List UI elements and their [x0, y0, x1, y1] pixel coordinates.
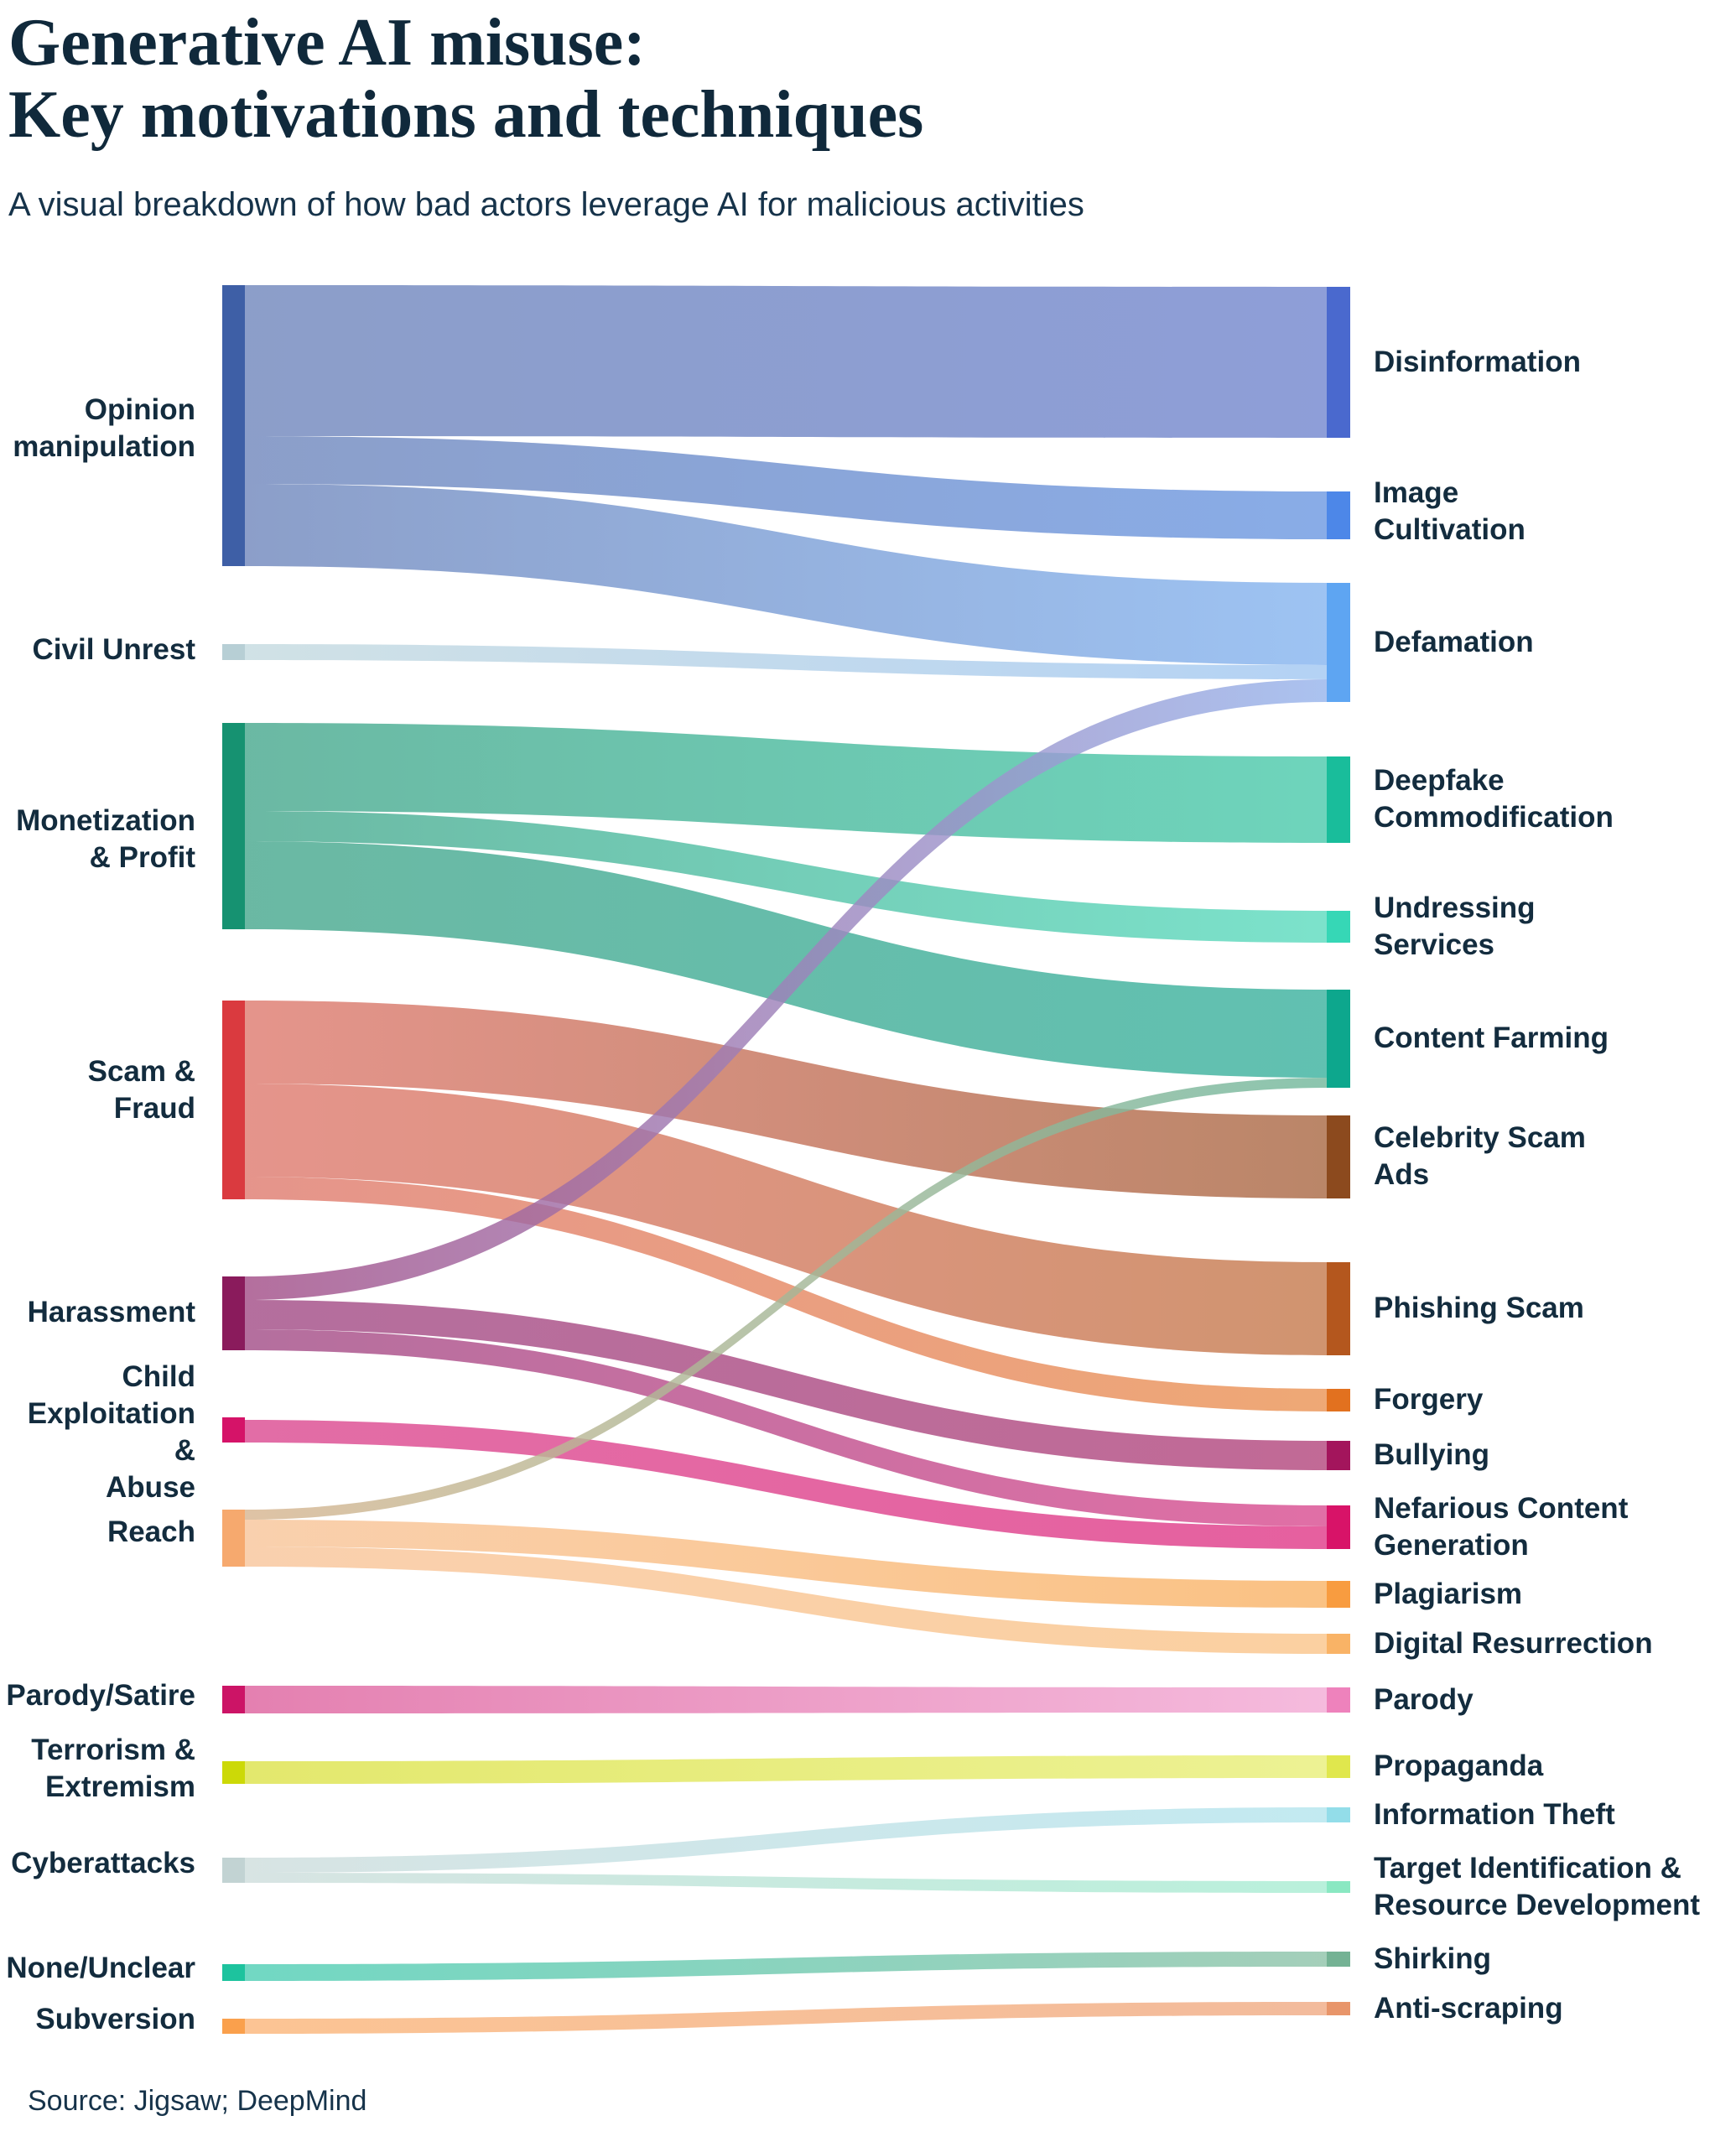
- sankey-node-shirking: [1327, 1952, 1350, 1967]
- sankey-link-scam-fraud-to-celebrity-scam-ads: [245, 1001, 1327, 1198]
- page-subtitle: A visual breakdown of how bad actors lev…: [8, 186, 1084, 223]
- right-node-label-parody: Parody: [1374, 1683, 1474, 1716]
- right-node-label-disinformation: Disinformation: [1374, 346, 1581, 378]
- page-title-line1: Generative AI misuse:: [8, 6, 646, 80]
- right-node-label-propaganda: Propaganda: [1374, 1749, 1544, 1782]
- sankey-link-harassment-to-defamation: [245, 679, 1327, 1300]
- left-node-label-cyberattacks: Cyberattacks: [11, 1847, 195, 1879]
- sankey-node-monetization-profit: [222, 723, 245, 929]
- sankey-node-nefarious-content-generation: [1327, 1505, 1350, 1549]
- sankey-node-deepfake-commodification: [1327, 756, 1350, 843]
- right-node-label-digital-resurrection: Digital Resurrection: [1374, 1627, 1653, 1660]
- left-node-label-parody-satire: Parody/Satire: [6, 1679, 195, 1712]
- sankey-node-civil-unrest: [222, 644, 245, 660]
- sankey-node-terrorism-extremism: [222, 1761, 245, 1784]
- sankey-node-scam-fraud: [222, 1001, 245, 1199]
- right-node-label-phishing-scam: Phishing Scam: [1374, 1292, 1584, 1324]
- right-node-label-defamation: Defamation: [1374, 626, 1534, 658]
- sankey-link-parody-satire-to-parody: [245, 1686, 1327, 1713]
- sankey-node-anti-scraping: [1327, 2002, 1350, 2015]
- left-node-label-opinion-manipulation: Opinion manipulation: [13, 393, 195, 463]
- left-node-label-civil-unrest: Civil Unrest: [32, 633, 196, 666]
- sankey-node-cyberattacks: [222, 1858, 245, 1883]
- sankey-node-harassment: [222, 1276, 245, 1350]
- sankey-node-child-exploitation-abuse: [222, 1417, 245, 1443]
- sankey-link-reach-to-digital-resurrection: [245, 1547, 1327, 1654]
- right-node-label-forgery: Forgery: [1374, 1383, 1484, 1416]
- sankey-link-monetization-profit-to-deepfake-commodification: [245, 723, 1327, 843]
- sankey-node-image-cultivation: [1327, 491, 1350, 539]
- sankey-link-reach-to-plagiarism: [245, 1520, 1327, 1608]
- sankey-node-propaganda: [1327, 1755, 1350, 1778]
- right-node-label-target-identification: Target Identification & Resource Develop…: [1374, 1852, 1701, 1921]
- sankey-link-subversion-to-anti-scraping: [245, 2002, 1327, 2034]
- sankey-link-terrorism-extremism-to-propaganda: [245, 1755, 1327, 1784]
- left-node-label-monetization-profit: Monetization & Profit: [16, 804, 195, 874]
- sankey-node-target-identification: [1327, 1881, 1350, 1893]
- sankey-node-digital-resurrection: [1327, 1634, 1350, 1654]
- left-node-label-terrorism-extremism: Terrorism & Extremism: [31, 1734, 195, 1803]
- sankey-node-content-farming: [1327, 990, 1350, 1088]
- sankey-node-parody: [1327, 1687, 1350, 1713]
- page-title: Generative AI misuse: Key motivations and…: [8, 7, 923, 151]
- right-node-label-nefarious-content-generation: Nefarious Content Generation: [1374, 1492, 1629, 1562]
- sankey-link-opinion-manipulation-to-defamation: [245, 484, 1327, 665]
- right-node-label-undressing-services: Undressing Services: [1374, 892, 1536, 961]
- left-node-label-subversion: Subversion: [35, 2003, 195, 2035]
- source-note: Source: Jigsaw; DeepMind: [28, 2085, 367, 2117]
- sankey-link-child-exploitation-abuse-to-nefarious-content-generation: [245, 1420, 1327, 1549]
- sankey-node-disinformation: [1327, 287, 1350, 438]
- sankey-node-undressing-services: [1327, 911, 1350, 943]
- sankey-link-harassment-to-nefarious-content-generation: [245, 1329, 1327, 1526]
- sankey-link-none-unclear-to-shirking: [245, 1952, 1327, 1981]
- left-node-label-none-unclear: None/Unclear: [6, 1952, 195, 1984]
- sankey-node-bullying: [1327, 1441, 1350, 1470]
- right-node-label-bullying: Bullying: [1374, 1438, 1490, 1471]
- sankey-link-monetization-profit-to-undressing-services: [245, 811, 1327, 943]
- sankey-node-defamation: [1327, 583, 1350, 702]
- sankey-link-opinion-manipulation-to-image-cultivation: [245, 436, 1327, 539]
- left-node-label-scam-fraud: Scam & Fraud: [87, 1055, 195, 1125]
- sankey-node-opinion-manipulation: [222, 285, 245, 566]
- sankey-node-celebrity-scam-ads: [1327, 1115, 1350, 1198]
- sankey-node-parody-satire: [222, 1686, 245, 1713]
- sankey-node-forgery: [1327, 1389, 1350, 1411]
- right-node-label-image-cultivation: Image Cultivation: [1374, 476, 1525, 546]
- sankey-link-cyberattacks-to-target-identification: [245, 1873, 1327, 1893]
- sankey-node-plagiarism: [1327, 1581, 1350, 1608]
- sankey-link-harassment-to-bullying: [245, 1300, 1327, 1470]
- right-node-label-plagiarism: Plagiarism: [1374, 1578, 1523, 1610]
- sankey-node-none-unclear: [222, 1964, 245, 1981]
- sankey-link-civil-unrest-to-defamation: [245, 644, 1327, 679]
- page-title-line2: Key motivations and techniques: [8, 78, 924, 152]
- left-node-label-reach: Reach: [107, 1515, 195, 1548]
- right-node-label-shirking: Shirking: [1374, 1942, 1492, 1975]
- sankey-link-scam-fraud-to-phishing-scam: [245, 1084, 1327, 1355]
- sankey-node-subversion: [222, 2019, 245, 2034]
- left-node-label-harassment: Harassment: [27, 1296, 195, 1328]
- right-node-label-anti-scraping: Anti-scraping: [1374, 1992, 1563, 2025]
- sankey-link-reach-to-content-farming: [245, 1078, 1327, 1520]
- right-node-label-information-theft: Information Theft: [1374, 1798, 1615, 1831]
- sankey-node-information-theft: [1327, 1807, 1350, 1822]
- right-node-label-content-farming: Content Farming: [1374, 1022, 1609, 1054]
- left-node-label-child-exploitation-abuse: Child Exploitation & Abuse: [27, 1360, 195, 1504]
- sankey-link-cyberattacks-to-information-theft: [245, 1807, 1327, 1873]
- sankey-node-phishing-scam: [1327, 1262, 1350, 1355]
- right-node-label-celebrity-scam-ads: Celebrity Scam Ads: [1374, 1121, 1586, 1191]
- sankey-link-opinion-manipulation-to-disinformation: [245, 285, 1327, 438]
- right-node-label-deepfake-commodification: Deepfake Commodification: [1374, 764, 1614, 834]
- sankey-node-reach: [222, 1510, 245, 1567]
- sankey-link-monetization-profit-to-content-farming: [245, 841, 1327, 1078]
